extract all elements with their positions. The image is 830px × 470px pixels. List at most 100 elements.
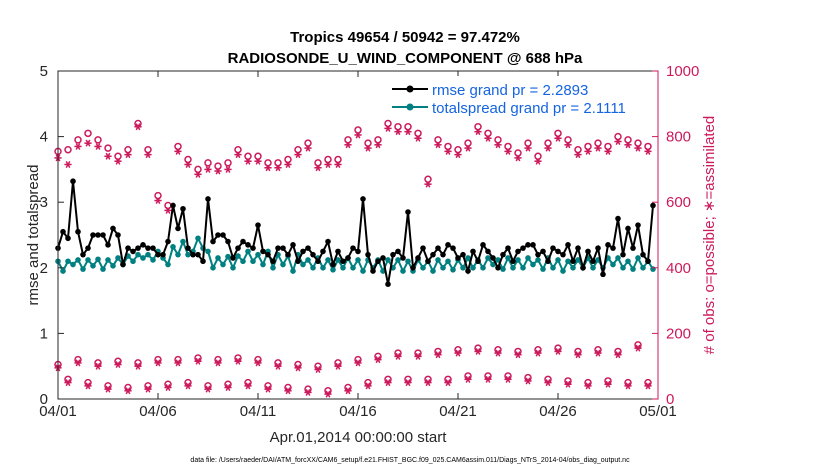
totalspread-point — [430, 268, 436, 274]
star-stroke — [215, 359, 221, 367]
obs-assimilated-point — [634, 344, 642, 352]
rmse-point — [95, 232, 101, 238]
obs-possible-point — [324, 155, 332, 164]
obs-assimilated-point — [274, 164, 282, 172]
star-stroke — [355, 131, 361, 139]
totalspread-point — [540, 266, 546, 272]
rmse-point — [405, 209, 411, 215]
rmse-point — [395, 248, 401, 255]
totalspread-point — [115, 255, 121, 261]
obs-assimilated-point — [194, 357, 202, 365]
star-stroke — [335, 362, 341, 370]
obs-possible-point — [504, 142, 512, 151]
star-stroke — [585, 147, 591, 155]
obs-assimilated-point — [264, 164, 272, 172]
star-stroke — [455, 349, 461, 357]
totalspread-point — [145, 251, 151, 258]
star-stroke — [135, 123, 141, 131]
x-tick-label: 04/06 — [139, 403, 177, 420]
rmse-point — [560, 251, 566, 258]
obs-assimilated-point — [94, 142, 102, 150]
y-right-axis-ticks: 0 200 400 600 800 1000 — [652, 63, 699, 408]
totalspread-point — [360, 268, 366, 274]
obs-assimilated-point — [404, 379, 412, 387]
star-stroke — [335, 160, 341, 168]
obs-assimilated-point — [114, 157, 122, 165]
obs-assimilated-point — [124, 387, 132, 395]
totalspread-point — [230, 265, 236, 271]
y-right-tick-label: 1000 — [666, 63, 699, 80]
rmse-point — [450, 245, 456, 251]
obs-possible-point — [374, 136, 382, 144]
star-stroke — [105, 385, 111, 393]
totalspread-point — [525, 255, 531, 261]
star-stroke — [515, 351, 521, 359]
rmse-point — [230, 255, 236, 261]
obs-possible-point — [74, 136, 82, 144]
obs-assimilated-point — [194, 170, 202, 178]
obs-assimilated-point — [244, 382, 252, 390]
rmse-point — [640, 251, 646, 258]
star-stroke — [315, 164, 321, 172]
obs-assimilated-point — [494, 141, 502, 149]
obs-assimilated-point — [204, 165, 212, 173]
obs-assimilated-point — [174, 359, 182, 367]
rmse-point — [345, 255, 351, 261]
obs-assimilated-point — [394, 352, 402, 360]
totalspread-point — [170, 244, 176, 250]
obs-assimilated-point — [374, 141, 382, 149]
totalspread-point — [310, 265, 316, 271]
obs-possible-point — [114, 152, 122, 161]
star-stroke — [115, 361, 121, 369]
obs-possible-point — [234, 145, 242, 154]
obs-assimilated-point — [294, 364, 302, 372]
obs-assimilated-point — [384, 379, 392, 387]
star-stroke — [255, 359, 261, 367]
totalspread-point — [535, 257, 541, 263]
totalspread-point — [130, 258, 136, 265]
obs-assimilated-point — [314, 164, 322, 172]
star-stroke — [245, 382, 251, 390]
totalspread-point — [270, 265, 276, 271]
obs-assimilated-point — [444, 379, 452, 387]
rmse-point — [475, 258, 481, 265]
obs-assimilated-point — [554, 347, 562, 355]
totalspread-point — [75, 257, 81, 263]
totalspread-point — [405, 258, 411, 265]
rmse-point — [530, 242, 536, 248]
totalspread-point — [235, 253, 241, 259]
star-stroke — [325, 390, 331, 398]
star-stroke — [505, 147, 511, 155]
rmse-point — [320, 248, 326, 255]
rmse-point — [150, 245, 156, 251]
totalspread-point — [570, 265, 576, 271]
rmse-point — [425, 258, 431, 265]
totalspread-point — [300, 261, 306, 268]
rmse-point — [295, 258, 301, 265]
star-stroke — [195, 170, 201, 178]
obs-assimilated-point — [304, 144, 312, 152]
obs-assimilated-point — [534, 157, 542, 165]
y-right-tick-label: 0 — [666, 391, 674, 408]
star-stroke — [145, 385, 151, 393]
totalspread-point — [330, 266, 336, 273]
obs-possible-point — [634, 139, 642, 147]
star-stroke — [615, 138, 621, 146]
rmse-point — [300, 248, 306, 255]
obs-assimilated-point — [364, 382, 372, 390]
totalspread-point — [445, 258, 451, 265]
rmse-point — [455, 255, 461, 261]
obs-possible-point — [364, 139, 372, 147]
rmse-point — [340, 258, 346, 265]
star-stroke — [225, 165, 231, 173]
totalspread-point — [510, 265, 516, 271]
star-stroke — [305, 144, 311, 152]
obs-assimilated-point — [644, 147, 652, 155]
star-stroke — [65, 160, 71, 168]
obs-possible-point — [254, 152, 262, 161]
obs-possible-point — [64, 145, 72, 154]
star-stroke — [125, 151, 131, 159]
star-stroke — [635, 144, 641, 152]
star-stroke — [555, 347, 561, 355]
star-stroke — [495, 349, 501, 357]
